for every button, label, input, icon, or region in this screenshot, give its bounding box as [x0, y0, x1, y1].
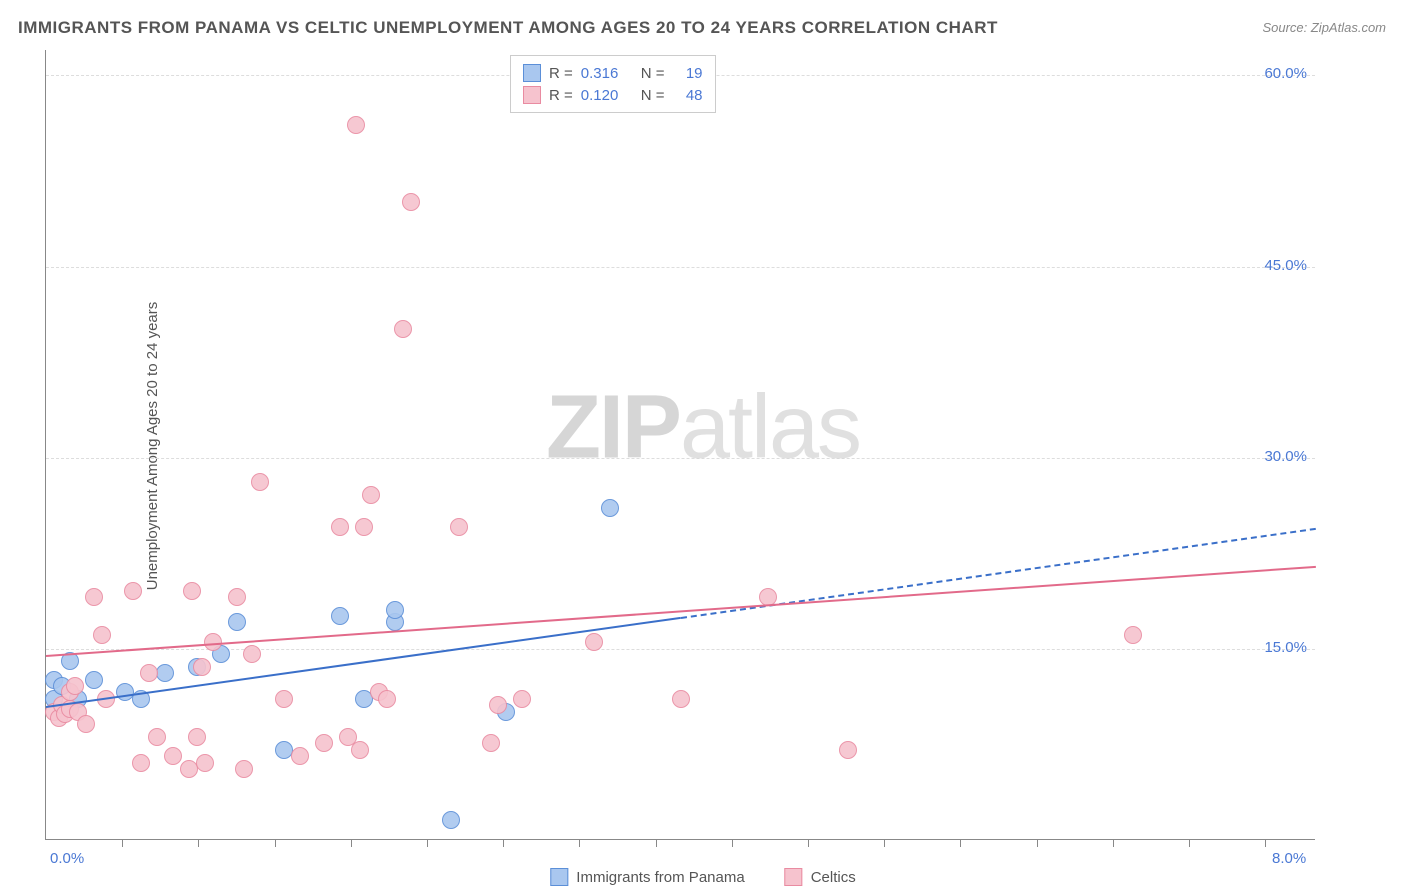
plot-area: 15.0%30.0%45.0%60.0%0.0%8.0%	[45, 50, 1315, 840]
data-point	[355, 518, 373, 536]
legend-r-label: R =	[549, 65, 573, 82]
x-minor-tick	[1189, 839, 1190, 847]
data-point	[672, 690, 690, 708]
legend-swatch	[523, 64, 541, 82]
data-point	[402, 193, 420, 211]
x-minor-tick	[503, 839, 504, 847]
data-point	[394, 320, 412, 338]
legend-swatch	[523, 86, 541, 104]
legend-swatch	[550, 868, 568, 886]
x-minor-tick	[808, 839, 809, 847]
data-point	[482, 734, 500, 752]
data-point	[140, 664, 158, 682]
data-point	[251, 473, 269, 491]
legend-row: R = 0.316 N = 19	[523, 62, 703, 84]
data-point	[93, 626, 111, 644]
data-point	[77, 715, 95, 733]
gridline	[46, 458, 1315, 459]
y-tick-label: 30.0%	[1264, 448, 1307, 465]
x-minor-tick	[1037, 839, 1038, 847]
legend-n-label: N =	[641, 65, 665, 82]
x-minor-tick	[351, 839, 352, 847]
series-legend: Immigrants from Panama Celtics	[550, 868, 855, 886]
legend-n-label: N =	[641, 87, 665, 104]
data-point	[351, 741, 369, 759]
data-point	[85, 588, 103, 606]
data-point	[489, 696, 507, 714]
x-minor-tick	[1265, 839, 1266, 847]
data-point	[196, 754, 214, 772]
data-point	[442, 811, 460, 829]
x-tick-label: 8.0%	[1272, 850, 1306, 867]
chart-title: IMMIGRANTS FROM PANAMA VS CELTIC UNEMPLO…	[18, 18, 998, 38]
data-point	[156, 664, 174, 682]
data-point	[839, 741, 857, 759]
data-point	[228, 613, 246, 631]
y-tick-label: 45.0%	[1264, 257, 1307, 274]
series-legend-item: Immigrants from Panama	[550, 868, 744, 886]
legend-n-value: 19	[673, 65, 703, 82]
data-point	[331, 607, 349, 625]
data-point	[362, 486, 380, 504]
legend-n-value: 48	[673, 87, 703, 104]
x-minor-tick	[656, 839, 657, 847]
y-tick-label: 60.0%	[1264, 65, 1307, 82]
x-minor-tick	[884, 839, 885, 847]
x-tick-label: 0.0%	[50, 850, 84, 867]
data-point	[450, 518, 468, 536]
series-legend-item: Celtics	[785, 868, 856, 886]
data-point	[315, 734, 333, 752]
series-legend-label: Immigrants from Panama	[576, 869, 744, 886]
data-point	[148, 728, 166, 746]
legend-r-label: R =	[549, 87, 573, 104]
y-tick-label: 15.0%	[1264, 639, 1307, 656]
data-point	[601, 499, 619, 517]
data-point	[132, 754, 150, 772]
x-minor-tick	[198, 839, 199, 847]
x-minor-tick	[732, 839, 733, 847]
data-point	[243, 645, 261, 663]
x-minor-tick	[427, 839, 428, 847]
trend-line	[46, 566, 1316, 657]
x-minor-tick	[1113, 839, 1114, 847]
data-point	[183, 582, 201, 600]
data-point	[513, 690, 531, 708]
x-minor-tick	[579, 839, 580, 847]
data-point	[204, 633, 222, 651]
data-point	[235, 760, 253, 778]
data-point	[347, 116, 365, 134]
data-point	[85, 671, 103, 689]
x-minor-tick	[960, 839, 961, 847]
data-point	[378, 690, 396, 708]
legend-r-value: 0.316	[581, 65, 633, 82]
data-point	[331, 518, 349, 536]
data-point	[386, 601, 404, 619]
data-point	[228, 588, 246, 606]
x-minor-tick	[122, 839, 123, 847]
data-point	[193, 658, 211, 676]
legend-row: R = 0.120 N = 48	[523, 84, 703, 106]
gridline	[46, 267, 1315, 268]
series-legend-label: Celtics	[811, 869, 856, 886]
legend-swatch	[785, 868, 803, 886]
x-minor-tick	[275, 839, 276, 847]
data-point	[164, 747, 182, 765]
data-point	[585, 633, 603, 651]
data-point	[124, 582, 142, 600]
source-attribution: Source: ZipAtlas.com	[1262, 20, 1386, 35]
data-point	[291, 747, 309, 765]
data-point	[275, 690, 293, 708]
data-point	[188, 728, 206, 746]
legend-r-value: 0.120	[581, 87, 633, 104]
data-point	[66, 677, 84, 695]
correlation-legend: R = 0.316 N = 19 R = 0.120 N = 48	[510, 55, 716, 113]
data-point	[1124, 626, 1142, 644]
gridline	[46, 649, 1315, 650]
